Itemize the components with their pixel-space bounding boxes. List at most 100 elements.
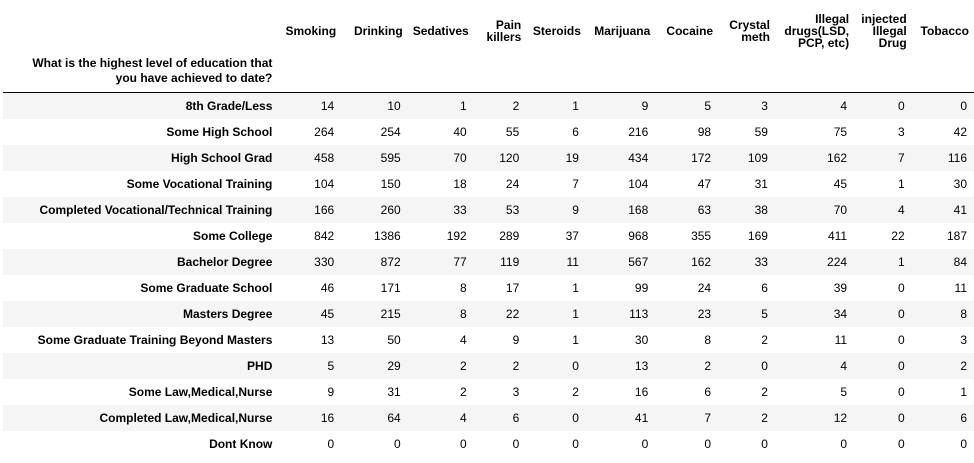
row-label: 8th Grade/Less bbox=[185, 98, 273, 113]
table-cell: 2 bbox=[512, 98, 520, 113]
table-cell: 842 bbox=[314, 228, 335, 243]
table-cell: 0 bbox=[897, 306, 905, 321]
table-row: Completed Law,Medical,Nurse 16 64 4 6 0 41 7 2 12… bbox=[3, 404, 974, 431]
index-row-blank bbox=[718, 56, 775, 93]
table-cell: 2 bbox=[960, 358, 967, 373]
table-cell: 0 bbox=[512, 436, 520, 451]
table-cell: 968 bbox=[628, 228, 649, 243]
table-cell: 1 bbox=[960, 384, 967, 399]
column-header: Pain killers bbox=[486, 18, 522, 44]
table-cell: 104 bbox=[314, 176, 335, 191]
table-cell: 75 bbox=[833, 124, 848, 139]
table-body: 8th Grade/Less 14 10 1 2 1 9 5 3 4 0 0 Some High Sch… bbox=[3, 92, 974, 457]
table-cell: 5 bbox=[761, 306, 768, 321]
table-cell: 33 bbox=[754, 254, 768, 269]
index-name-row: What is the highest level of education t… bbox=[3, 56, 974, 93]
table-cell: 3 bbox=[512, 384, 520, 399]
table-cell: 215 bbox=[380, 306, 401, 321]
table-cell: 2 bbox=[761, 410, 768, 425]
table-cell: 5 bbox=[840, 384, 848, 399]
table-cell: 289 bbox=[499, 228, 520, 243]
table-cell: 55 bbox=[505, 124, 520, 139]
table-cell: 0 bbox=[960, 98, 967, 113]
row-label: Bachelor Degree bbox=[177, 254, 273, 269]
table-cell: 8 bbox=[460, 280, 467, 295]
table-cell: 411 bbox=[827, 228, 848, 243]
table-cell: 30 bbox=[953, 176, 967, 191]
table-cell: 1 bbox=[572, 280, 579, 295]
table-cell: 0 bbox=[761, 436, 768, 451]
table-row: Some College 842 1386 192 289 37 968 355 169 411 2… bbox=[3, 223, 974, 249]
table-cell: 260 bbox=[380, 202, 401, 217]
table-cell: 1 bbox=[572, 332, 579, 347]
column-header: Crystal meth bbox=[729, 18, 770, 44]
table-cell: 104 bbox=[628, 176, 649, 191]
table-cell: 4 bbox=[460, 332, 467, 347]
row-label: PHD bbox=[247, 358, 273, 373]
table-cell: 0 bbox=[960, 436, 967, 451]
index-row-blank bbox=[408, 56, 474, 93]
table-cell: 0 bbox=[840, 436, 848, 451]
table-cell: 9 bbox=[512, 332, 520, 347]
table-cell: 216 bbox=[628, 124, 649, 139]
table-cell: 3 bbox=[897, 124, 905, 139]
table-cell: 6 bbox=[960, 410, 967, 425]
table-cell: 5 bbox=[704, 98, 712, 113]
table-cell: 434 bbox=[628, 150, 649, 165]
table-cell: 4 bbox=[840, 358, 848, 373]
table-cell: 59 bbox=[754, 124, 768, 139]
row-label: Some Vocational Training bbox=[126, 176, 273, 191]
table-cell: 3 bbox=[960, 332, 967, 347]
table-cell: 162 bbox=[827, 150, 848, 165]
table-cell: 150 bbox=[380, 176, 401, 191]
table-cell: 70 bbox=[833, 202, 848, 217]
table-cell: 39 bbox=[833, 280, 848, 295]
table-cell: 45 bbox=[833, 176, 848, 191]
table-cell: 23 bbox=[697, 306, 712, 321]
column-header: Steroids bbox=[532, 24, 581, 38]
table-cell: 7 bbox=[897, 150, 905, 165]
table-cell: 0 bbox=[897, 384, 905, 399]
table-cell: 11 bbox=[954, 280, 967, 295]
table-cell: 1386 bbox=[373, 228, 401, 243]
table-cell: 2 bbox=[704, 358, 712, 373]
table-cell: 18 bbox=[453, 176, 467, 191]
row-label: Some Law,Medical,Nurse bbox=[128, 384, 273, 399]
table-cell: 9 bbox=[572, 202, 579, 217]
table-cell: 1 bbox=[572, 98, 579, 113]
table-cell: 224 bbox=[827, 254, 848, 269]
table-cell: 41 bbox=[953, 202, 967, 217]
table-cell: 84 bbox=[953, 254, 967, 269]
table-row: Some High School 264 254 40 55 6 216 98 59 75 3 42 bbox=[3, 119, 974, 145]
table-cell: 116 bbox=[947, 150, 967, 165]
column-header: injected Illegal Drug bbox=[861, 12, 907, 50]
table-cell: 169 bbox=[747, 228, 768, 243]
table-cell: 99 bbox=[634, 280, 649, 295]
table-row: Masters Degree 45 215 8 22 1 113 23 5 34 0 8 bbox=[3, 300, 974, 327]
table-cell: 16 bbox=[320, 410, 335, 425]
table-cell: 2 bbox=[761, 332, 768, 347]
table-cell: 192 bbox=[446, 228, 467, 243]
column-header: Drinking bbox=[354, 24, 403, 38]
table-cell: 3 bbox=[761, 98, 768, 113]
table-cell: 38 bbox=[754, 202, 768, 217]
index-row-blank bbox=[586, 56, 655, 93]
index-row-blank bbox=[775, 56, 854, 93]
table-cell: 109 bbox=[747, 150, 768, 165]
index-row-blank bbox=[655, 56, 718, 93]
index-row-blank bbox=[854, 56, 912, 93]
table-cell: 254 bbox=[380, 124, 401, 139]
corner-cell bbox=[3, 4, 279, 56]
table-cell: 0 bbox=[572, 436, 579, 451]
table-cell: 1 bbox=[897, 254, 905, 269]
table-cell: 0 bbox=[394, 436, 401, 451]
table-row: PHD 5 29 2 2 0 13 2 0 4 0 2 bbox=[3, 352, 974, 379]
table-cell: 8 bbox=[704, 332, 712, 347]
table-cell: 2 bbox=[460, 358, 467, 373]
table-cell: 4 bbox=[897, 202, 905, 217]
table-cell: 16 bbox=[634, 384, 649, 399]
table-cell: 13 bbox=[634, 358, 649, 373]
table-cell: 355 bbox=[691, 228, 712, 243]
table-cell: 2 bbox=[460, 384, 467, 399]
table-cell: 0 bbox=[897, 410, 905, 425]
